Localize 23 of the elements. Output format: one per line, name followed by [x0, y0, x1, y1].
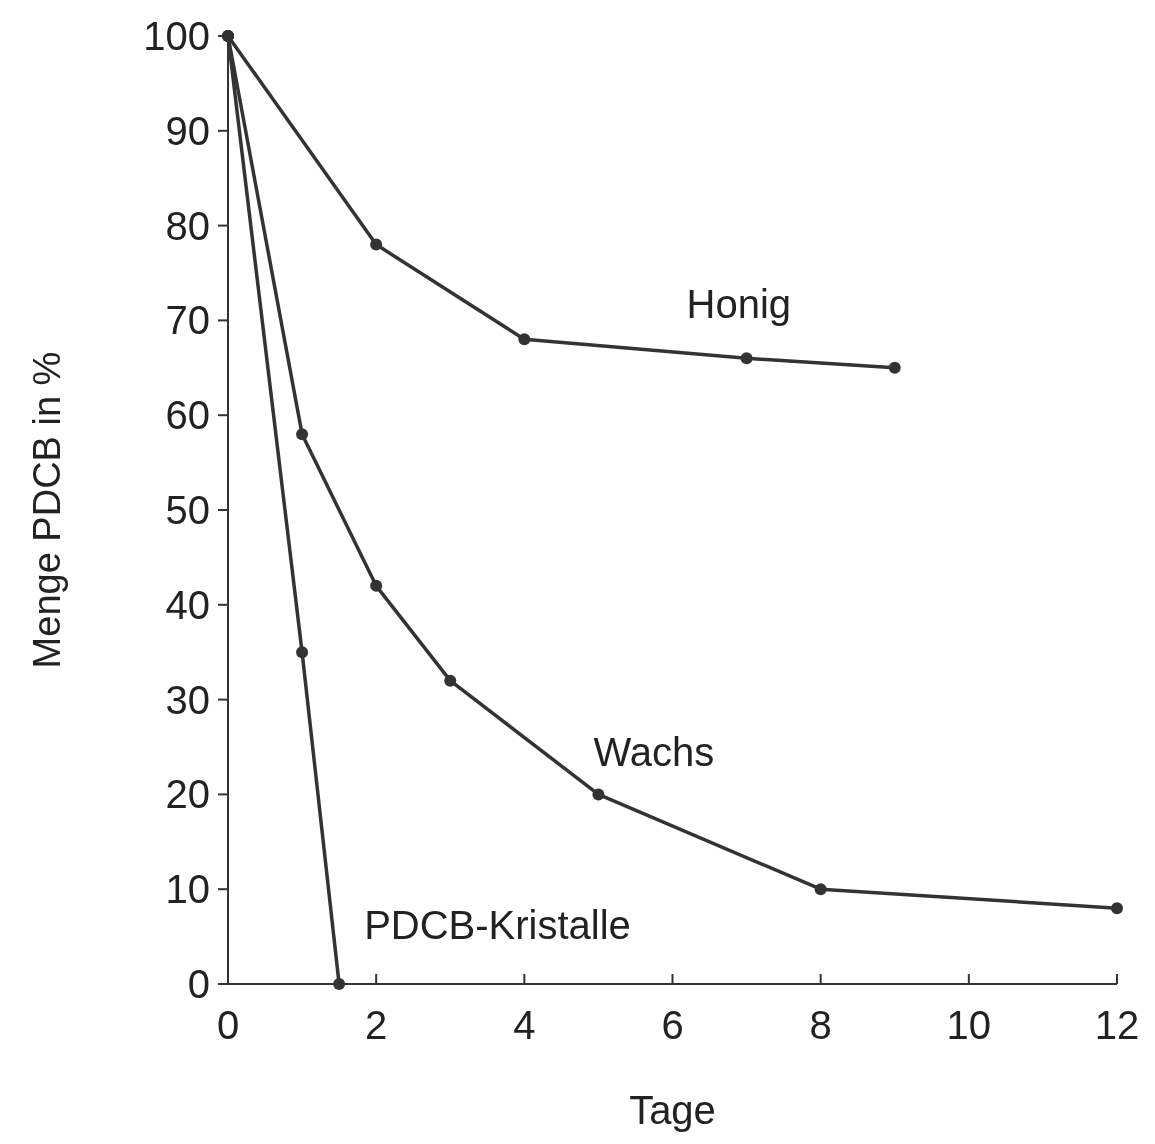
y-tick-label: 90 [165, 108, 210, 153]
series-label: PDCB-Kristalle [364, 903, 631, 947]
y-tick-label: 100 [143, 14, 210, 58]
y-tick-label: 80 [165, 203, 210, 248]
y-tick-label: 0 [187, 962, 210, 1006]
y-axis-title: Menge PDCB in % [26, 351, 68, 669]
x-tick-label: 12 [1094, 1003, 1140, 1047]
y-tick-label: 20 [165, 772, 210, 817]
y-tick-label: 30 [165, 677, 210, 722]
x-tick-label: 6 [661, 1003, 684, 1047]
y-tick-label: 10 [165, 867, 210, 912]
x-tick-label: 4 [513, 1003, 536, 1047]
x-tick-label: 10 [946, 1003, 992, 1047]
x-tick-label: 8 [809, 1003, 832, 1047]
y-tick-label: 40 [165, 582, 210, 627]
y-tick-label: 60 [165, 393, 210, 438]
x-tick-label: 0 [216, 1003, 240, 1047]
y-tick-label: 70 [165, 298, 210, 343]
series-label: Wachs [593, 730, 715, 775]
x-tick-label: 2 [365, 1003, 388, 1047]
y-tick-label: 50 [165, 488, 210, 532]
x-axis-title: Tage [629, 1088, 716, 1132]
series-label: Honig [686, 282, 792, 327]
